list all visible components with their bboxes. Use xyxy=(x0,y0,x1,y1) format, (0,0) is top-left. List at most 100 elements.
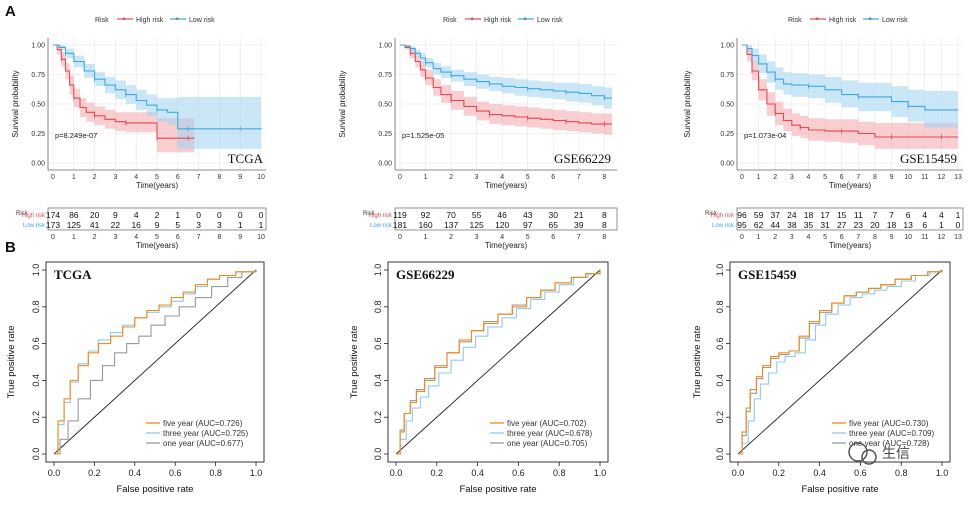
x-tick-label: 5 xyxy=(823,174,827,181)
reference-diagonal xyxy=(395,269,601,455)
risk-count: 8 xyxy=(602,220,607,230)
y-tick-label: 0.00 xyxy=(378,161,392,168)
risk-x-title: Time(years) xyxy=(136,241,179,250)
risk-count: 0 xyxy=(238,210,243,220)
roc-chart-gse15459: 0.0 0.0 0.2 0.2 0.4 0.4 0.6 0.6 0.8 0.8 1.0 1.0 Fals… xyxy=(692,261,951,495)
dataset-name: GSE15459 xyxy=(738,267,797,282)
x-tick-label: 5 xyxy=(526,174,530,181)
x-tick-label: 7 xyxy=(577,174,581,181)
risk-x-tick: 8 xyxy=(873,234,877,241)
risk-count: 11 xyxy=(854,210,863,220)
legend-plus-high: + xyxy=(815,16,819,23)
x-tick-label: 0.4 xyxy=(471,468,484,478)
risk-x-tick: 5 xyxy=(823,234,827,241)
risk-count: 59 xyxy=(754,210,764,220)
risk-x-tick: 0 xyxy=(740,234,744,241)
risk-x-tick: 7 xyxy=(856,234,860,241)
risk-x-tick: 5 xyxy=(526,234,530,241)
legend-label-low: Low risk xyxy=(882,17,908,24)
risk-count: 160 xyxy=(418,220,432,230)
risk-x-tick: 12 xyxy=(937,234,945,241)
risk-table-label: Risk xyxy=(363,211,376,217)
roc-chart-gse66229: 0.0 0.0 0.2 0.2 0.4 0.4 0.6 0.6 0.8 0.8 1.0 1.0 Fals… xyxy=(349,261,609,495)
risk-count: 17 xyxy=(820,210,830,220)
km-chart-tcga: 0.000.250.500.751.000 1 2 3 4 5 6 7 8 9 10Time(yea… xyxy=(11,16,267,250)
risk-count: 18 xyxy=(887,220,897,230)
y-axis-title: True positive rate xyxy=(692,325,703,398)
risk-x-tick: 4 xyxy=(807,234,811,241)
x-tick-label: 2 xyxy=(93,174,97,181)
risk-x-tick: 1 xyxy=(757,234,761,241)
risk-x-tick: 2 xyxy=(93,234,97,241)
risk-x-tick: 9 xyxy=(238,234,242,241)
risk-count: 7 xyxy=(873,210,878,220)
risk-table-box xyxy=(394,207,618,231)
x-tick-label: 0 xyxy=(51,174,55,181)
risk-count: 1 xyxy=(956,210,961,220)
y-tick-label: 0.0 xyxy=(31,448,41,461)
y-tick-label: 1.0 xyxy=(373,264,383,277)
x-tick-label: 1 xyxy=(72,174,76,181)
risk-x-tick: 8 xyxy=(217,234,221,241)
y-tick-label: 0.8 xyxy=(715,301,725,314)
risk-count: 173 xyxy=(46,220,60,230)
risk-count: 9 xyxy=(155,220,160,230)
roc-chart-tcga: 0.0 0.0 0.2 0.2 0.4 0.4 0.6 0.6 0.8 0.8 1.0 1.0 Fals… xyxy=(6,261,265,495)
y-axis-title: Survival probability xyxy=(11,70,20,137)
risk-table-box xyxy=(736,207,964,231)
wechat-logo-icon-small xyxy=(861,449,877,465)
p-value: p=8.249e-07 xyxy=(55,131,97,140)
risk-count: 13 xyxy=(903,220,913,230)
risk-x-title: Time(years) xyxy=(485,241,528,250)
x-tick-label: 1.0 xyxy=(594,468,607,478)
y-axis-title: True positive rate xyxy=(349,325,360,398)
x-tick-label: 9 xyxy=(890,174,894,181)
risk-row-label: Low risk xyxy=(23,223,46,229)
risk-x-tick: 3 xyxy=(475,234,479,241)
risk-count: 119 xyxy=(393,210,407,220)
x-tick-label: 0.2 xyxy=(773,468,786,478)
risk-count: 174 xyxy=(46,210,60,220)
y-tick-label: 0.00 xyxy=(720,161,734,168)
risk-count: 16 xyxy=(131,220,141,230)
x-tick-label: 0.6 xyxy=(854,468,867,478)
x-tick-label: 8 xyxy=(873,174,877,181)
y-tick-label: 0.50 xyxy=(720,102,734,109)
risk-count: 1 xyxy=(238,220,243,230)
risk-count: 3 xyxy=(217,220,222,230)
risk-count: 7 xyxy=(889,210,894,220)
risk-count: 6 xyxy=(906,210,911,220)
risk-count: 23 xyxy=(854,220,864,230)
x-tick-label: 6 xyxy=(840,174,844,181)
risk-count: 3 xyxy=(196,220,201,230)
roc-legend-label: one year (AUC=0.677) xyxy=(163,439,244,448)
legend-label-low: Low risk xyxy=(189,17,215,24)
risk-x-tick: 7 xyxy=(577,234,581,241)
risk-count: 20 xyxy=(870,220,880,230)
x-axis-title: Time(years) xyxy=(485,181,528,190)
ci-band-low-risk xyxy=(400,45,612,109)
risk-count: 5 xyxy=(175,220,180,230)
y-tick-label: 0.6 xyxy=(31,337,41,350)
risk-count: 92 xyxy=(421,210,431,220)
risk-count: 35 xyxy=(804,220,814,230)
y-tick-label: 0.0 xyxy=(373,448,383,461)
roc-legend-label: three year (AUC=0.709) xyxy=(849,429,934,438)
risk-count: 95 xyxy=(737,220,747,230)
survival-curve-high-risk xyxy=(53,44,195,139)
x-tick-label: 1.0 xyxy=(936,468,949,478)
roc-curve-one-year xyxy=(54,270,257,455)
risk-count: 37 xyxy=(770,210,780,220)
panel-label-b: B xyxy=(5,239,16,256)
risk-row-label: High risk xyxy=(711,213,735,219)
risk-count: 9 xyxy=(113,210,118,220)
roc-legend-label: five year (AUC=0.730) xyxy=(849,419,929,428)
risk-x-tick: 7 xyxy=(197,234,201,241)
panel-label-a: A xyxy=(5,3,16,20)
risk-x-tick: 9 xyxy=(890,234,894,241)
risk-count: 125 xyxy=(470,220,484,230)
legend-title: Risk xyxy=(788,17,802,24)
risk-count: 0 xyxy=(217,210,222,220)
x-tick-label: 0.6 xyxy=(169,468,182,478)
